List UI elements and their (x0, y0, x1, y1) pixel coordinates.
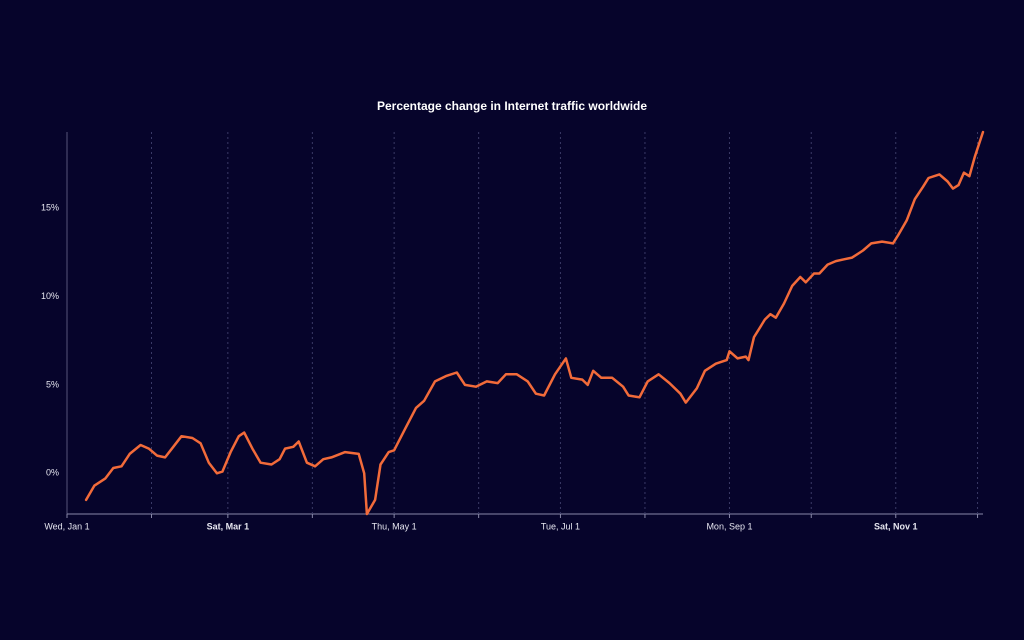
x-tick-label: Sat, Mar 1 (207, 521, 250, 531)
y-tick-label: 0% (46, 468, 59, 478)
x-tick-label: Mon, Sep 1 (706, 521, 752, 531)
y-tick-label: 5% (46, 379, 59, 389)
y-tick-label: 10% (41, 291, 59, 301)
x-tick-label: Thu, May 1 (372, 521, 417, 531)
x-tick-label: Wed, Jan 1 (44, 521, 89, 531)
data-line (84, 130, 985, 516)
chart-title: Percentage change in Internet traffic wo… (377, 99, 647, 113)
y-tick-label: 15% (41, 202, 59, 212)
x-tick-label: Tue, Jul 1 (541, 521, 580, 531)
x-tick-label: Sat, Nov 1 (874, 521, 918, 531)
